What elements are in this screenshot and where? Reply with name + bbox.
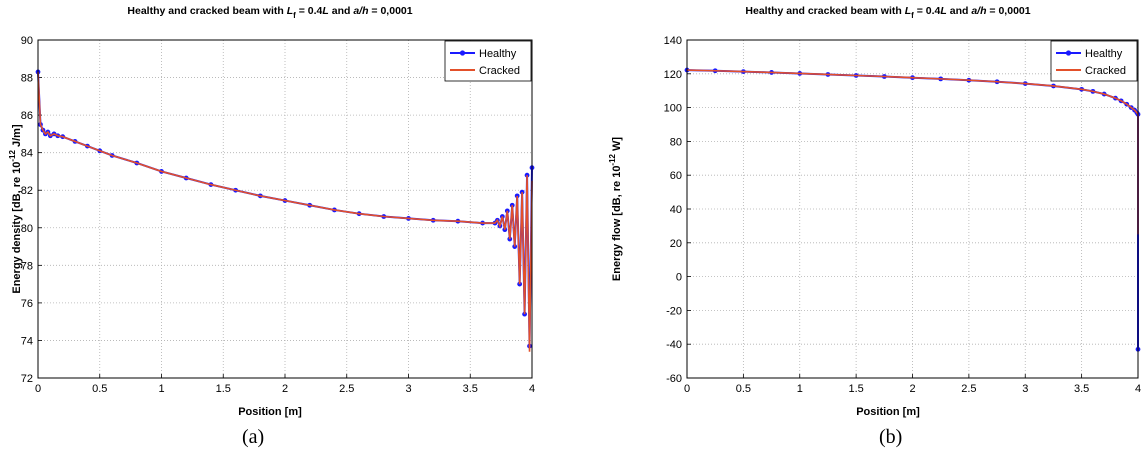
x-tick-label: 2 [282,383,288,395]
legend-marker-healthy [1065,50,1072,56]
y-tick-label: -60 [666,373,682,385]
y-tick-label: -20 [666,305,682,317]
x-tick-label: 3.5 [1074,383,1089,395]
caption-b: (b) [879,426,903,448]
chart-title: Healthy and cracked beam with Lf = 0.4L … [745,5,1030,20]
y-tick-label: 78 [21,260,33,272]
legend-box [1050,40,1138,82]
energy-density-chart: Healthy and cracked beam with Lf = 0.4L … [8,5,535,418]
axes-frame [686,39,1139,379]
axes-frame [37,39,533,379]
x-tick-label: 0.5 [92,383,107,395]
legend: Healthy Cracked [444,40,532,82]
plot-area: 0 0.5 1 1.5 2 2.5 3 3.5 4 72 74 76 78 80 82 84 86 88 90 Hea… [21,35,535,395]
figure-a: Healthy and cracked beam with Lf = 0.4L … [0,0,560,454]
x-tick-label: 3.5 [463,383,478,395]
series-line-cracked [686,69,1139,235]
y-tick-label: 60 [670,170,682,182]
y-tick-label: 140 [664,35,682,47]
x-tick-label: 1 [797,383,803,395]
x-tick-label: 2.5 [339,383,354,395]
y-tick-label: 84 [21,148,33,160]
y-tick-label: 0 [676,272,682,284]
y-tick-label: 90 [21,35,33,47]
plot-area: 0 0.5 1 1.5 2 2.5 3 3.5 4 -60 -40 -20 0 20 40 60 80 100 12… [664,35,1141,395]
figure-b: Healthy and cracked beam with Lf = 0.4L … [568,0,1143,454]
x-tick-label: 0 [684,383,690,395]
y-tick-label: 40 [670,204,682,216]
x-tick-label: 3 [1022,383,1028,395]
x-tick-label: 4 [529,383,535,395]
y-tick-label: 120 [664,69,682,81]
legend-box [444,40,532,82]
legend-label-healthy: Healthy [1085,48,1123,60]
x-tick-label: 2 [909,383,915,395]
legend-marker-healthy [459,50,466,56]
y-tick-label: -40 [666,339,682,351]
x-tick-label: 1.5 [848,383,863,395]
y-axis-label: Energy flow [dB, re 10-12 W] [608,137,623,282]
x-tick-label: 4 [1135,383,1141,395]
legend-label-cracked: Cracked [1085,65,1126,77]
y-tick-label: 80 [21,223,33,235]
y-tick-label: 80 [670,136,682,148]
y-tick-label: 86 [21,110,33,122]
caption-a: (a) [242,426,265,448]
legend-label-healthy: Healthy [479,48,517,60]
x-tick-label: 2.5 [961,383,976,395]
y-tick-label: 76 [21,298,33,310]
legend: Healthy Cracked [1050,40,1138,82]
y-tick-label: 82 [21,185,33,197]
x-tick-label: 0.5 [736,383,751,395]
energy-flow-chart: Healthy and cracked beam with Lf = 0.4L … [608,5,1141,418]
y-tick-label: 74 [21,335,33,347]
y-axis-label: Energy density [dB, re 10-12 J/m] [8,124,23,294]
x-tick-label: 1.5 [216,383,231,395]
x-tick-label: 0 [35,383,41,395]
series-line-cracked [37,71,533,352]
y-tick-label: 88 [21,73,33,85]
y-tick-label: 100 [664,103,682,115]
chart-title: Healthy and cracked beam with Lf = 0.4L … [127,5,412,20]
legend-label-cracked: Cracked [479,65,520,77]
x-tick-label: 3 [405,383,411,395]
x-axis-label: Position [m] [238,406,302,418]
x-tick-label: 1 [158,383,164,395]
y-tick-label: 72 [21,373,33,385]
y-tick-label: 20 [670,238,682,250]
x-axis-label: Position [m] [856,406,920,418]
